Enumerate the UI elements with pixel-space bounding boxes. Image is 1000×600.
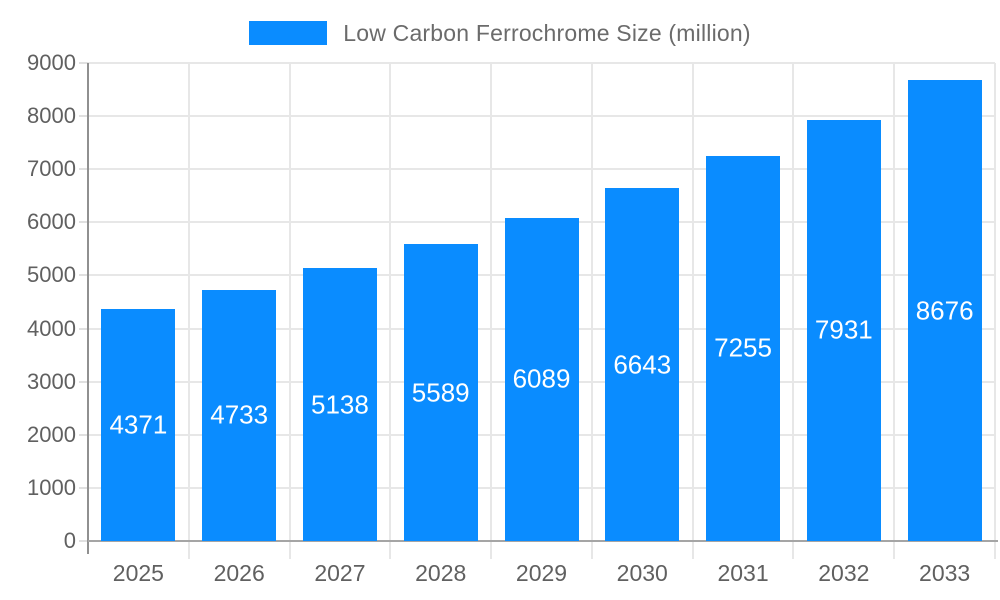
y-axis-tick <box>79 327 88 330</box>
y-tick-label: 5000 <box>27 262 76 288</box>
bar-value-label: 7255 <box>714 332 772 363</box>
x-tick-label: 2025 <box>112 560 164 586</box>
gridline-horizontal <box>88 62 995 64</box>
legend-swatch-icon <box>249 21 328 45</box>
gridline-vertical <box>187 63 190 559</box>
legend[interactable]: Low Carbon Ferrochrome Size (million) <box>0 18 1000 48</box>
y-axis-line <box>87 63 89 554</box>
x-tick-label: 2026 <box>213 560 265 586</box>
y-axis-tick <box>79 168 88 171</box>
y-tick-label: 1000 <box>27 474 76 500</box>
x-tick-label: 2031 <box>717 560 769 586</box>
bar[interactable] <box>101 308 176 541</box>
x-tick-label: 2032 <box>818 560 870 586</box>
y-axis-tick <box>79 486 88 489</box>
y-tick-label: 9000 <box>27 50 76 75</box>
bar[interactable] <box>403 244 478 541</box>
x-tick-label: 2028 <box>415 560 467 586</box>
gridline-horizontal <box>88 115 995 118</box>
gridline-vertical <box>288 63 291 559</box>
y-tick-label: 8000 <box>27 103 76 129</box>
bar-value-label: 6089 <box>512 363 571 394</box>
bar[interactable] <box>907 80 982 541</box>
gridline-vertical <box>691 63 694 559</box>
y-axis-tick <box>79 380 88 383</box>
bar-value-label: 5138 <box>311 389 369 420</box>
bar[interactable] <box>202 289 277 541</box>
legend-label: Low Carbon Ferrochrome Size (million) <box>343 19 751 46</box>
x-axis-line <box>88 540 998 542</box>
x-tick-label: 2030 <box>616 560 668 586</box>
y-tick-label: 4000 <box>27 315 76 341</box>
gridline-vertical <box>490 63 493 559</box>
bar-value-label: 5589 <box>411 377 470 408</box>
y-tick-label: 7000 <box>27 156 76 182</box>
y-axis-tick <box>79 540 88 542</box>
y-axis-tick <box>79 115 88 118</box>
bar-value-label: 7931 <box>814 314 873 345</box>
bar[interactable] <box>706 155 781 541</box>
y-tick-label: 6000 <box>27 209 76 235</box>
x-tick-label: 2033 <box>919 560 971 586</box>
gridline-vertical <box>389 63 392 559</box>
x-tick-label: 2029 <box>515 560 568 586</box>
gridline-vertical <box>590 63 593 559</box>
y-tick-label: 3000 <box>27 368 76 394</box>
y-axis-tick <box>79 274 88 277</box>
gridline-vertical <box>792 63 795 559</box>
bar[interactable] <box>605 188 680 541</box>
x-tick-label: 2027 <box>314 560 366 586</box>
y-axis-tick <box>79 62 88 64</box>
bar-value-label: 4371 <box>109 409 168 440</box>
bar[interactable] <box>504 217 579 541</box>
y-tick-label: 2000 <box>27 421 76 447</box>
bar-value-label: 8676 <box>915 295 974 326</box>
gridline-vertical <box>893 63 896 559</box>
y-axis-tick <box>79 433 88 436</box>
gridline-horizontal <box>88 168 995 171</box>
bar[interactable] <box>302 268 377 541</box>
bar-value-label: 6643 <box>613 349 672 380</box>
y-axis-tick <box>79 221 88 224</box>
gridline-vertical <box>994 63 996 559</box>
y-tick-label: 0 <box>63 528 76 553</box>
bar[interactable] <box>806 119 881 541</box>
bar-value-label: 4733 <box>210 399 269 430</box>
